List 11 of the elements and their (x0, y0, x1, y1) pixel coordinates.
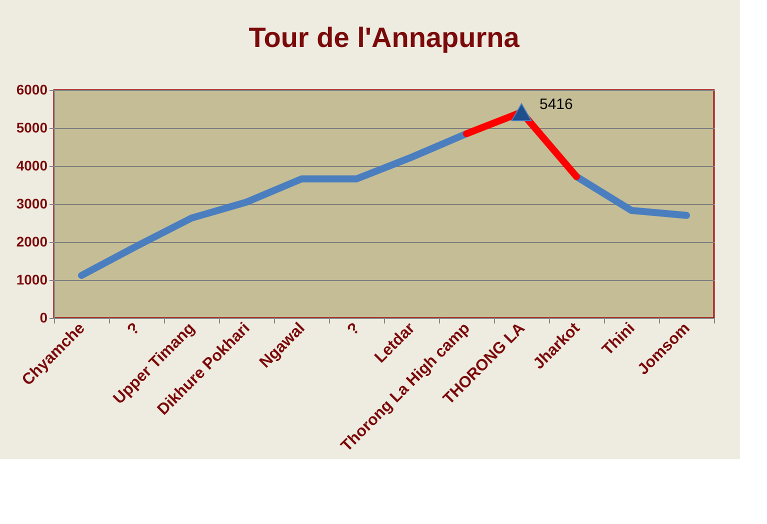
annotation: 5416 (540, 96, 573, 114)
chart-title: Tour de l'Annapurna (248, 22, 520, 53)
x-tick-label: ? (344, 320, 364, 339)
y-tick-label: 5000 (16, 120, 48, 136)
y-tick-label: 4000 (16, 158, 48, 174)
y-tick-label: 3000 (16, 196, 48, 212)
x-tick-label: ? (124, 320, 144, 339)
y-tick-label: 1000 (16, 272, 48, 288)
y-tick-label: 2000 (16, 234, 48, 250)
y-tick-label: 0 (40, 310, 48, 326)
y-tick-label: 6000 (16, 82, 48, 98)
